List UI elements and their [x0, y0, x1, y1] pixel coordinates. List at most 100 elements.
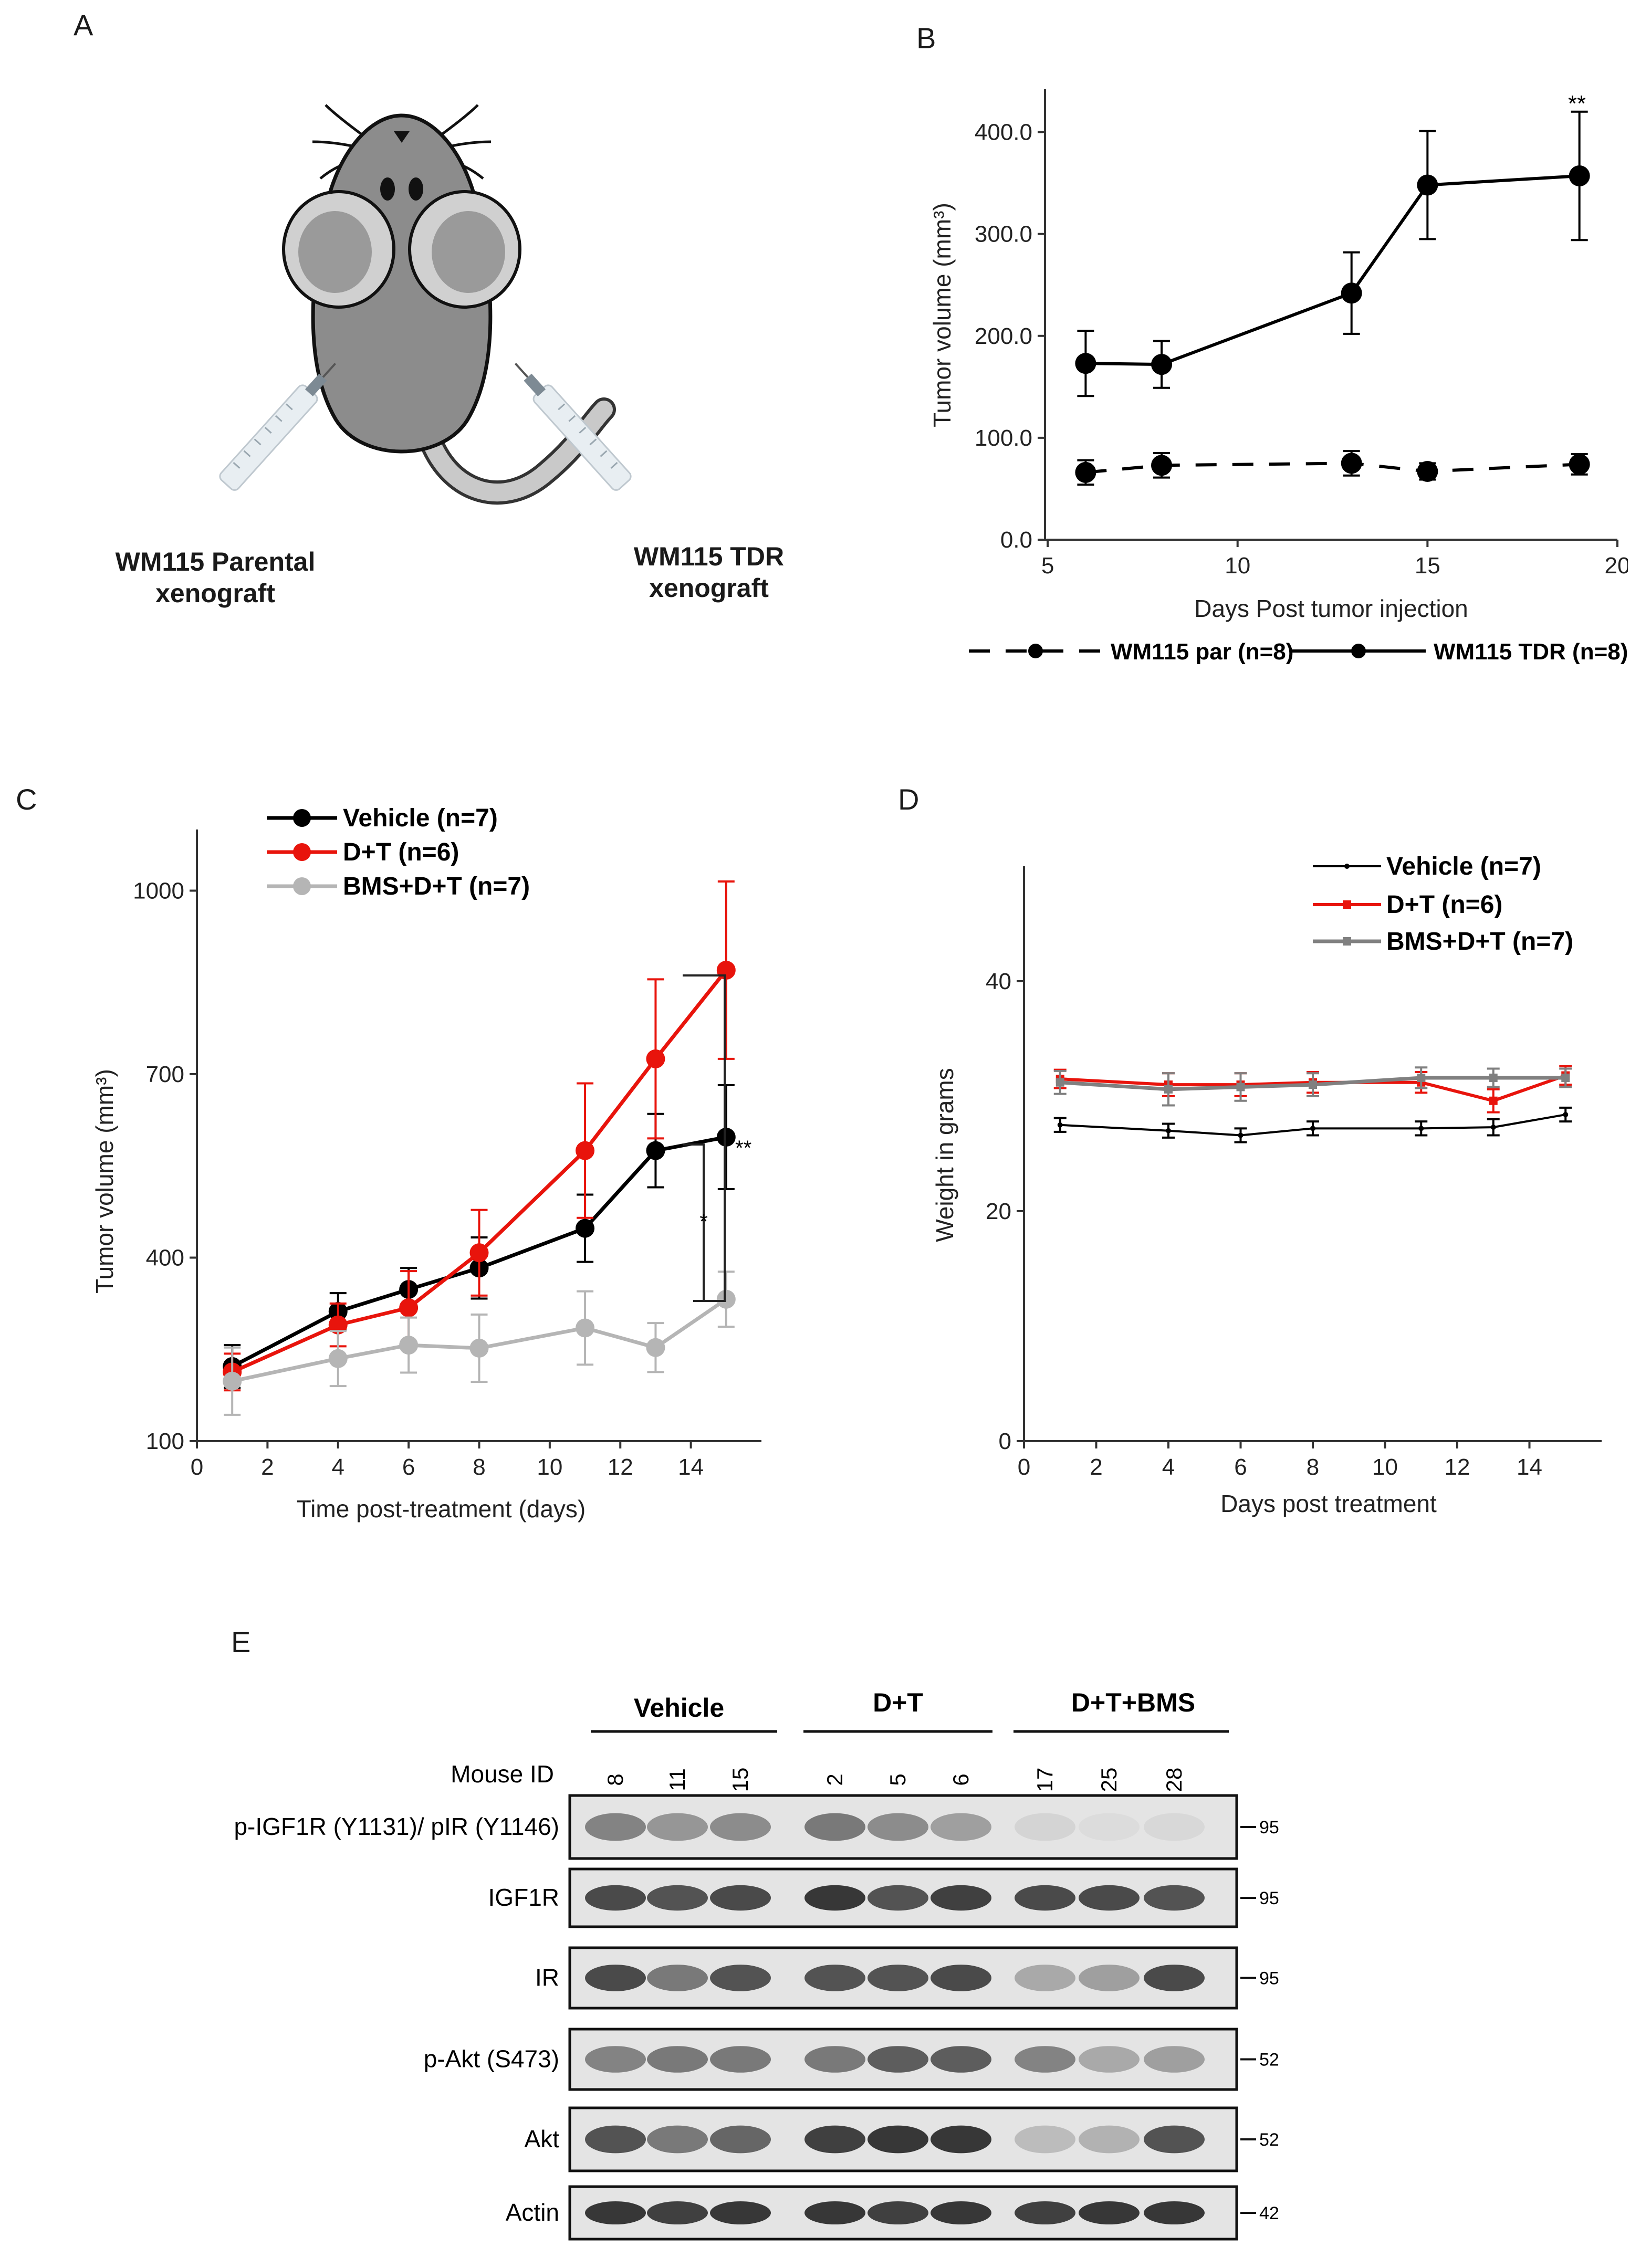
legend-c-bms-label: BMS+D+T (n=7)	[343, 873, 530, 900]
ytick-label: 100.0	[975, 425, 1032, 451]
data-point	[469, 1338, 489, 1358]
legend-c-vehicle-label: Vehicle (n=7)	[343, 804, 498, 832]
xtick-label: 12	[1445, 1454, 1470, 1480]
mw-label: 42	[1259, 2203, 1279, 2223]
chart-c-sig-outer: **	[735, 1137, 751, 1160]
legend-d-vehicle-marker	[1344, 864, 1350, 869]
blot-band	[1079, 1813, 1140, 1841]
blot-band	[1144, 1885, 1205, 1911]
xtick-label: 10	[537, 1454, 562, 1480]
blot-band	[868, 1813, 928, 1841]
blot-band	[868, 2201, 928, 2224]
data-point	[1075, 353, 1096, 374]
data-point	[399, 1336, 419, 1355]
data-point	[1166, 1128, 1171, 1133]
series-line	[1085, 174, 1580, 366]
ytick-label: 40	[986, 969, 1011, 994]
legend-tdr-label: WM115 TDR (n=8)	[1434, 639, 1628, 665]
xtick-label: 0	[191, 1454, 203, 1480]
blot-band	[1144, 2201, 1205, 2224]
xtick-label: 0	[1018, 1454, 1030, 1480]
xtick-label: 14	[678, 1454, 704, 1480]
xtick-label: 10	[1225, 553, 1250, 579]
ytick-label: 100	[146, 1429, 184, 1454]
mw-label: 52	[1259, 2050, 1279, 2070]
series-wm115-par-n-8-	[1075, 450, 1590, 486]
chart-c-tumor-volume: 100 400 700 1000 0 2 4 6 8 10 12 14 ** * Time post…	[91, 804, 761, 1522]
blot-band	[585, 1813, 646, 1841]
mw-label: 95	[1259, 1818, 1279, 1838]
chart-b-axes	[1044, 89, 1617, 541]
blot-label: p-IGF1R (Y1131)/ pIR (Y1146)	[234, 1813, 559, 1840]
mouse-illustration	[282, 104, 616, 505]
chart-b-ylabel: Tumor volume (mm³)	[928, 203, 956, 427]
blot-band	[1079, 1885, 1140, 1911]
legend-d-vehicle-label: Vehicle (n=7)	[1386, 853, 1541, 880]
data-point	[1341, 282, 1362, 304]
data-point	[1151, 455, 1173, 476]
group-dt-label: D+T	[873, 1688, 923, 1717]
data-point	[1569, 454, 1590, 475]
blot-band	[804, 1965, 865, 1991]
blot-row: Akt 52	[525, 2106, 1279, 2172]
ytick-label: 700	[146, 1062, 184, 1087]
series-bms-d-t-n-7-	[1053, 1066, 1572, 1107]
data-point	[1236, 1083, 1245, 1091]
xtick-label: 15	[1415, 553, 1440, 579]
data-point	[716, 960, 736, 980]
data-point	[1057, 1122, 1063, 1128]
ytick-label: 200.0	[975, 323, 1032, 349]
chart-c-sig-inner: *	[699, 1210, 708, 1233]
series-vehicle-n-7-	[1053, 1106, 1572, 1143]
syringe-left-icon	[219, 363, 337, 491]
blot-band	[1015, 1965, 1075, 1991]
xtick-label: 2	[1090, 1454, 1102, 1480]
ytick-label: 300.0	[975, 222, 1032, 247]
blot-band	[647, 2201, 708, 2224]
blot-band	[868, 1885, 928, 1911]
xtick-label: 20	[1605, 553, 1628, 579]
panel-d-letter: D	[898, 783, 919, 816]
blot-band	[804, 2046, 865, 2073]
group-dtbms-label: D+T+BMS	[1071, 1688, 1195, 1717]
legend-tdr-marker	[1351, 644, 1366, 658]
panel-e-letter: E	[231, 1625, 251, 1658]
xtick-label: 6	[1234, 1454, 1247, 1480]
blot-label: Akt	[525, 2125, 560, 2152]
chart-c-ylabel: Tumor volume (mm³)	[91, 1069, 118, 1294]
blot-band	[1079, 1965, 1140, 1991]
mw-label: 95	[1259, 1969, 1279, 1989]
data-point	[1569, 165, 1590, 186]
western-blot-panel: Vehicle D+T D+T+BMS Mouse ID 8 11 15 2 5 6 17 2…	[234, 1688, 1279, 2241]
blot-band	[1144, 2046, 1205, 2073]
blot-band	[647, 2046, 708, 2073]
blot-band	[804, 1885, 865, 1911]
blot-label: IR	[535, 1964, 559, 1991]
data-point	[576, 1141, 595, 1160]
blot-band	[1015, 1885, 1075, 1911]
blot-band	[710, 1813, 771, 1841]
blot-band	[931, 2125, 991, 2154]
ytick-label: 0	[999, 1429, 1011, 1454]
mouse-id: 5	[885, 1773, 910, 1786]
chart-d-weight: 0 20 40 0 2 4 6 8 10 12 14 Days post treatment We…	[931, 853, 1602, 1517]
blot-band	[647, 1813, 708, 1841]
data-point	[1309, 1080, 1317, 1089]
xtick-label: 8	[473, 1454, 485, 1480]
blot-band	[1079, 2125, 1140, 2154]
mw-label: 95	[1259, 1888, 1279, 1908]
panel-a-letter: A	[74, 8, 93, 41]
series-bms-d-t-n-7-	[223, 1270, 736, 1416]
chart-b-legend: WM115 par (n=8) WM115 TDR (n=8)	[969, 639, 1628, 665]
data-point	[1490, 1125, 1496, 1130]
xtick-label: 5	[1041, 553, 1054, 579]
data-point	[716, 1127, 736, 1147]
blot-band	[931, 1813, 991, 1841]
blot-band	[585, 2125, 646, 2154]
blot-band	[868, 2125, 928, 2154]
blot-band	[804, 1813, 865, 1841]
mouse-id: 15	[728, 1768, 753, 1792]
blot-band	[1144, 2125, 1205, 2154]
ytick-label: 0.0	[1000, 527, 1032, 553]
data-point	[1561, 1073, 1570, 1082]
